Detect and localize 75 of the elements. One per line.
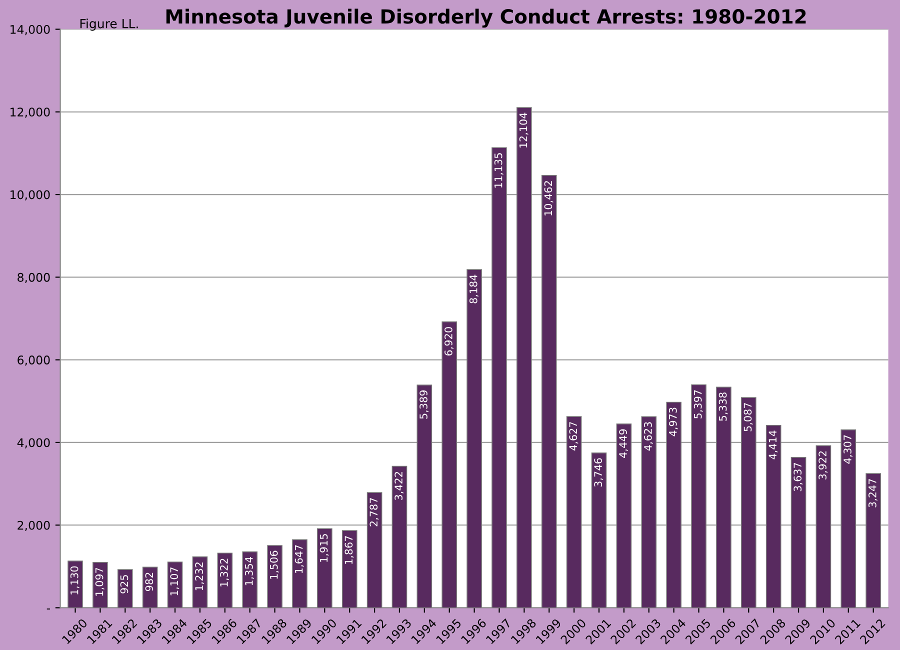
data-label: 2,787	[370, 498, 379, 526]
bar	[192, 556, 208, 608]
data-label: 4,449	[619, 429, 628, 458]
data-label: 3,637	[794, 462, 803, 492]
y-tick-label: 12,000	[10, 108, 50, 118]
bar	[541, 175, 557, 608]
data-label: 5,397	[694, 390, 703, 418]
y-tick-label: 10,000	[10, 190, 50, 200]
bar	[492, 147, 507, 608]
bar	[317, 528, 332, 608]
data-label: 4,627	[569, 422, 578, 450]
data-label: 1,506	[270, 550, 279, 579]
bar	[117, 569, 133, 608]
y-tick-label: 8,000	[18, 272, 50, 284]
bar	[566, 416, 582, 608]
data-label: 1,130	[70, 566, 80, 594]
data-label: 1,915	[320, 534, 329, 562]
y-tick-label: 14,000	[10, 24, 50, 36]
data-label: 1,354	[244, 557, 254, 586]
bar	[516, 107, 532, 608]
data-label: 5,338	[718, 392, 728, 421]
data-label: 1,322	[220, 558, 229, 586]
data-label: 925	[120, 575, 128, 594]
data-label: 11,135	[494, 153, 504, 188]
bar	[740, 397, 756, 608]
bar	[591, 452, 607, 608]
bar	[716, 386, 732, 608]
chart-title: Minnesota Juvenile Disorderly Conduct Arrests: 1980-2012	[166, 8, 806, 28]
bar	[691, 384, 706, 608]
data-label: 4,307	[844, 435, 852, 464]
y-tick-label: 6,000	[18, 356, 50, 366]
data-label: 5,389	[420, 390, 429, 419]
bar	[392, 466, 408, 608]
bar	[68, 560, 83, 608]
bar	[167, 562, 183, 608]
y-tick-label: -	[46, 608, 50, 610]
bar	[816, 445, 832, 608]
data-label: 3,247	[868, 479, 878, 508]
bar	[416, 384, 432, 608]
data-label: 4,414	[768, 430, 778, 460]
bar	[92, 562, 108, 608]
data-label: 8,184	[469, 274, 478, 304]
bar	[442, 321, 458, 608]
data-label: 1,107	[170, 568, 180, 596]
y-tick-label: 2,000	[18, 520, 50, 531]
data-label: 3,422	[394, 472, 404, 500]
bar	[840, 429, 856, 608]
data-label: 4,623	[644, 422, 653, 451]
bar	[766, 424, 782, 608]
data-label: 4,973	[668, 408, 678, 436]
data-label: 3,922	[818, 451, 828, 480]
bar	[292, 539, 308, 608]
bar	[790, 457, 806, 608]
data-label: 982	[145, 572, 154, 592]
data-label: 1,867	[344, 536, 354, 564]
data-label: 12,104	[519, 112, 528, 148]
bar	[666, 402, 682, 608]
data-label: 6,920	[444, 327, 454, 356]
bar	[366, 492, 382, 608]
data-label: 5,087	[744, 403, 753, 432]
bar	[217, 552, 233, 608]
data-label: 3,746	[594, 458, 604, 487]
data-label: 1,097	[95, 568, 104, 596]
data-label: 1,647	[294, 545, 304, 573]
bar	[641, 416, 657, 608]
bar	[342, 530, 358, 608]
bar	[616, 423, 632, 608]
data-label: 10,462	[544, 181, 554, 216]
data-label: 1,232	[195, 562, 204, 590]
bar	[242, 551, 258, 608]
annotation: Figure LL.	[80, 18, 138, 31]
bar	[866, 473, 881, 608]
bar	[267, 545, 282, 608]
y-tick-label: 4,000	[17, 438, 50, 448]
bar	[466, 269, 482, 608]
